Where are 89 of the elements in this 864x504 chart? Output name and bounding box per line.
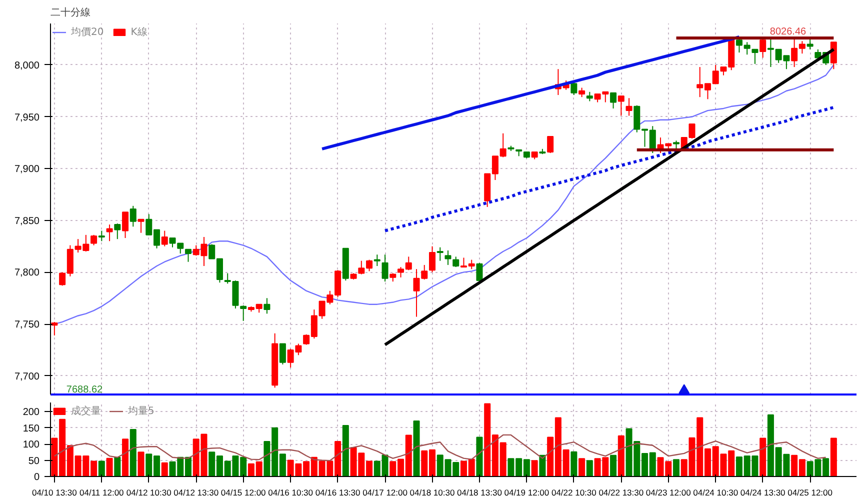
bar: [413, 420, 420, 476]
x-tick-label: 04/16 13:30: [315, 488, 361, 498]
legend-label: K線: [130, 26, 148, 39]
annotation: 7688.62: [66, 384, 104, 396]
bar: [672, 459, 680, 476]
y-tick-label: 7,750: [14, 320, 40, 331]
candlestick: [130, 205, 136, 228]
x-tick-label: 04/25 12:00: [788, 488, 833, 498]
candlestick: [578, 87, 586, 98]
candlestick: [138, 218, 144, 234]
bar: [570, 451, 578, 476]
legend-label: 成交量: [71, 404, 101, 418]
candlestick: [106, 224, 113, 242]
bar: [578, 458, 586, 476]
x-tick-label: 04/18 10:30: [410, 488, 455, 498]
bar: [830, 438, 837, 476]
candlestick: [240, 304, 247, 322]
x-tick-label: 04/10 13:30: [32, 488, 78, 498]
x-tick-label: 04/22 13:30: [598, 488, 644, 498]
y-tick-label: 8,000: [14, 60, 40, 72]
candlestick: [122, 212, 129, 239]
candlestick: [374, 254, 380, 266]
x-tick-label: 04/11 12:00: [80, 488, 124, 498]
x-tick-label: 04/19 12:00: [504, 488, 550, 498]
candlestick: [264, 298, 270, 314]
candlestick: [752, 48, 758, 64]
bar: [618, 435, 624, 476]
candlestick: [279, 343, 286, 365]
candlestick: [382, 254, 388, 282]
y-tick-label: 7,800: [14, 268, 40, 279]
y-tick-label: 0: [34, 472, 40, 483]
bar: [586, 460, 593, 476]
y-tick-label: 7,850: [14, 216, 40, 227]
bar: [531, 460, 538, 476]
x-tick-label: 04/12 10:30: [126, 488, 172, 498]
bar: [760, 438, 766, 476]
y-tick-label: 100: [22, 440, 40, 451]
y-tick-label: 150: [22, 423, 40, 434]
candlestick: [626, 98, 632, 116]
y-tick-label: 7,900: [14, 164, 40, 176]
candlestick: [452, 256, 460, 268]
bar: [138, 452, 144, 476]
candlestick: [436, 246, 444, 262]
legend-label: 均價20: [71, 26, 104, 39]
line-series: [384, 106, 836, 232]
candlestick: [618, 96, 624, 116]
candlestick: [90, 234, 98, 246]
candlestick: [98, 230, 105, 242]
bar: [476, 436, 483, 476]
bar: [342, 425, 349, 476]
x-tick-label: 04/18 13:30: [457, 488, 502, 498]
candlestick: [760, 38, 766, 58]
y-tick-label: 7,950: [14, 112, 40, 124]
bar: [114, 456, 121, 476]
line-series: [320, 35, 741, 150]
candlestick: [547, 136, 554, 154]
candlestick: [51, 321, 58, 336]
bar: [98, 460, 105, 476]
x-tick-label: 04/17 12:00: [362, 488, 408, 498]
bar: [610, 454, 617, 476]
y-tick-label: 50: [28, 456, 40, 467]
candlestick: [830, 42, 837, 70]
chart-title: 二十分線: [50, 6, 90, 18]
x-tick-label: 04/16 10:30: [268, 488, 314, 498]
candlestick: [428, 246, 436, 273]
y-tick-label: 200: [22, 407, 40, 418]
line-series: [54, 434, 826, 462]
x-tick-label: 04/23 12:00: [646, 488, 692, 498]
candlestick: [586, 91, 593, 102]
annotation: 8026.46: [770, 26, 806, 38]
bar: [122, 438, 129, 476]
candlestick: [114, 223, 121, 240]
x-tick-label: 04/24 10:30: [693, 488, 738, 498]
candlestick: [184, 248, 192, 262]
x-tick-label: 04/15 12:00: [220, 488, 266, 498]
legend-label: 均量5: [128, 405, 154, 418]
bar: [161, 462, 168, 476]
y-tick-label: 7,700: [14, 371, 40, 382]
candlestick: [444, 250, 452, 266]
candlestick: [610, 92, 617, 109]
x-tick-label: 04/24 13:30: [740, 488, 786, 498]
bar: [539, 454, 546, 476]
bar: [106, 458, 113, 476]
candlestick: [570, 82, 578, 96]
bar: [130, 428, 136, 476]
candlestick: [476, 262, 483, 282]
x-tick-label: 04/12 13:30: [174, 488, 219, 498]
candlestick: [161, 230, 168, 247]
x-tick-label: 04/22 10:30: [551, 488, 597, 498]
